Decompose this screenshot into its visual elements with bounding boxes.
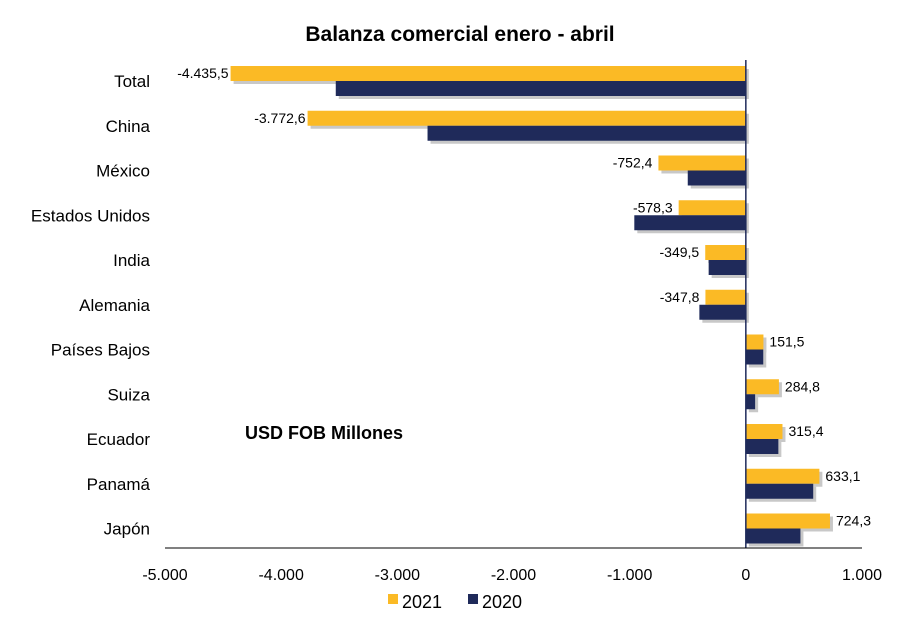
- category-label-suiza: Suiza: [107, 385, 150, 404]
- bar-2020-ecuador: [745, 439, 779, 454]
- data-label-2021-suiza: 284,8: [785, 378, 820, 394]
- bar-2021-china: [307, 110, 746, 126]
- legend-swatch-2020: [468, 594, 478, 604]
- x-tick-label: -3.000: [375, 567, 420, 584]
- x-tick-label: 1.000: [842, 567, 882, 584]
- category-label-panama: Panamá: [87, 475, 151, 494]
- data-label-2021-alemania: -347,8: [660, 289, 700, 305]
- category-label-ecuador: Ecuador: [87, 430, 151, 449]
- bar-2021-total: [230, 66, 746, 81]
- legend-swatch-2021: [388, 594, 398, 604]
- data-labels: -4.435,5 -3.772,6 -752,4 -578,3 -349,5 -347,8…: [177, 65, 871, 529]
- bar-2021-alemania: [705, 289, 746, 305]
- data-label-2021-india: -349,5: [660, 244, 700, 260]
- category-label-paises-bajos: Países Bajos: [51, 341, 150, 360]
- bar-2020-china: [427, 125, 746, 141]
- bar-2021-ecuador: [745, 424, 783, 439]
- category-label-china: China: [106, 117, 151, 136]
- bar-2021-japon: [745, 513, 830, 529]
- bar-2021-mexico: [658, 155, 746, 171]
- category-label-alemania: Alemania: [79, 296, 150, 315]
- bar-2020-paises-bajos: [745, 349, 764, 365]
- data-label-2021-mexico: -752,4: [613, 155, 653, 171]
- bar-2021-panama: [745, 468, 820, 484]
- category-label-mexico: México: [96, 162, 150, 181]
- x-tick-label: -5.000: [142, 567, 187, 584]
- category-label-india: India: [113, 251, 150, 270]
- data-label-2021-panama: 633,1: [825, 468, 860, 484]
- legend-label-2021: 2021: [402, 592, 442, 612]
- data-label-2021-paises-bajos: 151,5: [769, 334, 804, 350]
- x-axis: -5.000 -4.000 -3.000 -2.000 -1.000 0 1.000: [142, 60, 882, 584]
- category-label-total: Total: [114, 72, 150, 91]
- bar-2021-estados-unidos: [678, 200, 746, 216]
- legend-label-2020: 2020: [482, 592, 522, 612]
- data-label-2021-estados-unidos: -578,3: [633, 199, 673, 215]
- bar-2020-mexico: [687, 170, 746, 186]
- bar-2021-paises-bajos: [745, 334, 764, 350]
- x-tick-label: -2.000: [491, 567, 536, 584]
- bar-2021-india: [705, 245, 746, 260]
- bar-2021-suiza: [745, 379, 779, 395]
- category-label-japon: Japón: [104, 520, 150, 539]
- bar-2020-total: [335, 81, 746, 96]
- bar-2020-japon: [745, 528, 801, 544]
- x-tick-label: -1.000: [607, 567, 652, 584]
- bars-layer: [230, 66, 833, 547]
- x-tick-label: 0: [741, 567, 750, 584]
- data-label-2021-japon: 724,3: [836, 513, 871, 529]
- units-annotation: USD FOB Millones: [245, 423, 403, 443]
- data-label-2021-china: -3.772,6: [254, 110, 306, 126]
- bar-2020-alemania: [699, 304, 746, 320]
- data-label-2021-total: -4.435,5: [177, 65, 229, 81]
- bar-2020-suiza: [745, 394, 756, 410]
- bar-2020-panama: [745, 483, 814, 499]
- data-label-2021-ecuador: 315,4: [788, 423, 823, 439]
- chart-title: Balanza comercial enero - abril: [305, 23, 614, 46]
- category-label-estados-unidos: Estados Unidos: [31, 206, 150, 225]
- legend: 2021 2020: [388, 592, 522, 612]
- category-labels: Total China México Estados Unidos India Alema…: [31, 72, 151, 539]
- bar-2020-estados-unidos: [634, 215, 746, 231]
- bar-2020-india: [708, 260, 746, 275]
- x-tick-label: -4.000: [258, 567, 303, 584]
